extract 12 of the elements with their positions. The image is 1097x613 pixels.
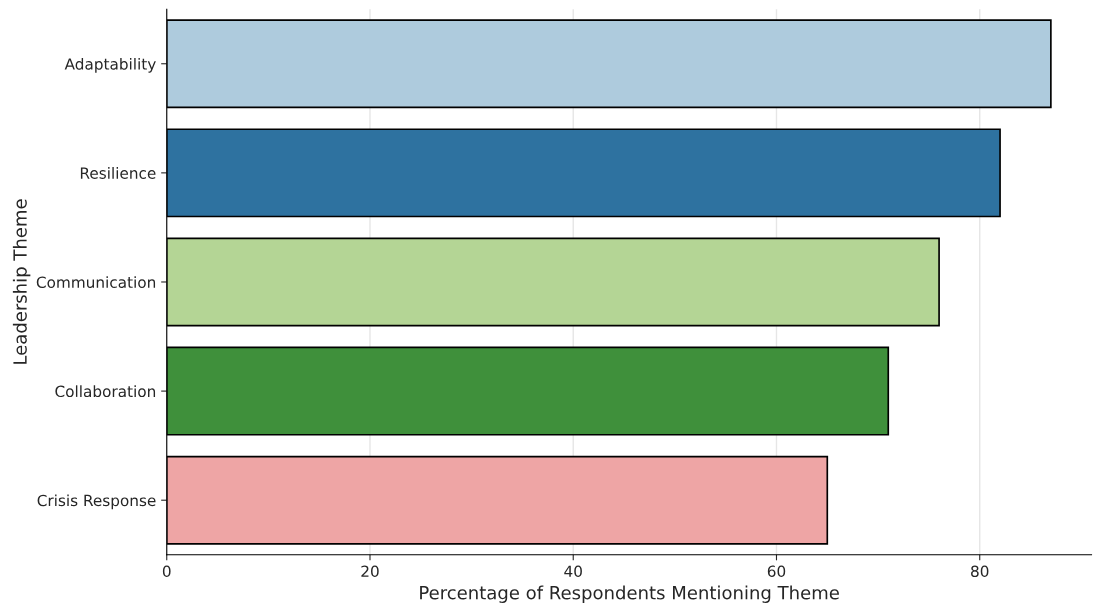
x-axis-title: Percentage of Respondents Mentioning Theme: [420, 585, 839, 603]
x-tick-label: 0: [162, 565, 171, 578]
x-tick-label: 60: [767, 565, 786, 578]
y-tick-label: Resilience: [80, 167, 156, 179]
x-tick-label: 80: [971, 565, 989, 578]
y-axis-title: Leadership Theme: [12, 199, 31, 364]
y-tick-label: Crisis Response: [37, 494, 156, 510]
y-tick-label: Collaboration: [55, 385, 156, 398]
y-tick-label: Communication: [36, 276, 156, 288]
x-tick-label: 40: [564, 565, 582, 578]
y-tick-label: Adaptability: [64, 57, 156, 73]
x-tick-label: 20: [361, 565, 379, 578]
